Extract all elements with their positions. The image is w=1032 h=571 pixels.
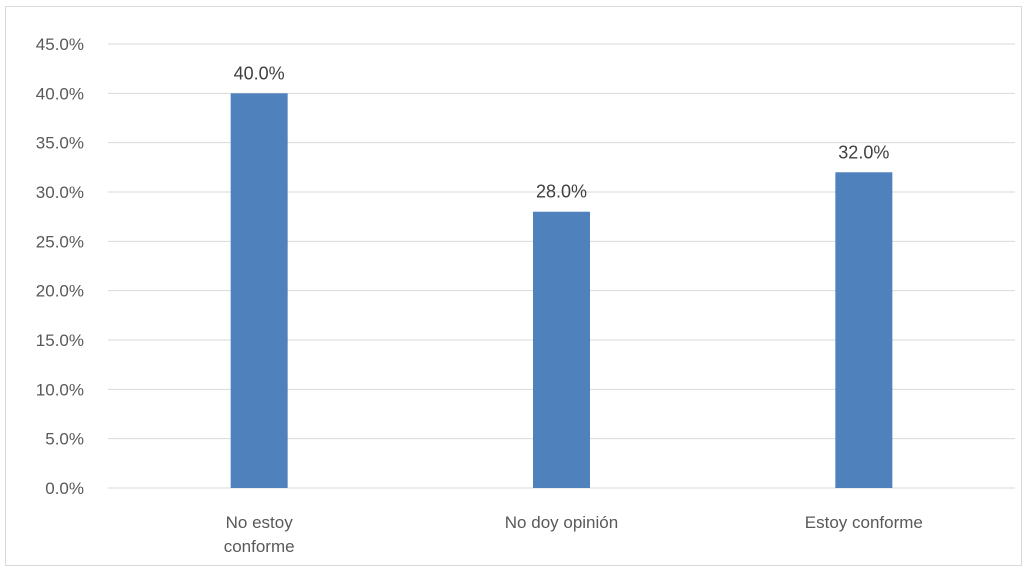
y-tick-label: 35.0% — [36, 134, 84, 153]
bar — [533, 211, 590, 488]
data-label: 40.0% — [234, 63, 285, 83]
y-tick-label: 20.0% — [36, 282, 84, 301]
data-label: 28.0% — [536, 182, 587, 202]
x-tick-label: No estoy conforme — [224, 513, 295, 556]
y-tick-label: 0.0% — [45, 479, 84, 498]
y-tick-label: 10.0% — [36, 380, 84, 399]
y-tick-label: 15.0% — [36, 331, 84, 350]
y-axis-ticks: 0.0% 5.0% 10.0% 15.0% 20.0% 25.0% 30.0% 35.0% 40… — [36, 35, 84, 498]
y-tick-label: 45.0% — [36, 35, 84, 54]
data-label: 32.0% — [838, 142, 889, 162]
y-tick-label: 5.0% — [45, 430, 84, 449]
data-labels: 40.0% 28.0% 32.0% — [234, 63, 890, 201]
bar — [230, 93, 288, 488]
y-tick-label: 30.0% — [36, 183, 84, 202]
bar — [835, 172, 893, 488]
x-tick-label: No doy opinión — [505, 513, 618, 532]
y-tick-label: 25.0% — [36, 232, 84, 251]
bars — [230, 93, 893, 488]
x-tick-label: Estoy conforme — [805, 513, 923, 532]
y-tick-label: 40.0% — [36, 84, 84, 103]
x-axis-categories: No estoy conforme No doy opinión Estoy conf… — [224, 513, 923, 556]
